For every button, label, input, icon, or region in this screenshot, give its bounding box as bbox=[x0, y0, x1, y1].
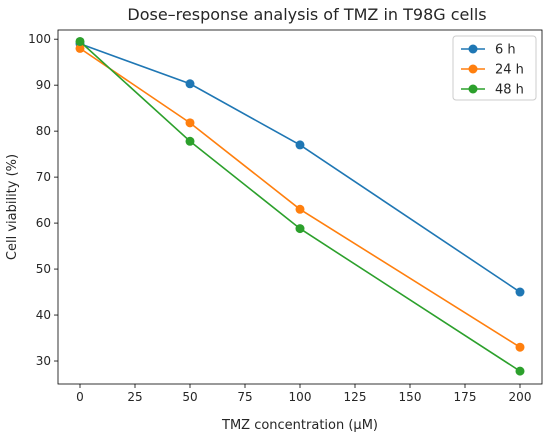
legend-label: 24 h bbox=[495, 63, 524, 78]
data-point bbox=[515, 342, 525, 352]
x-tick-label: 50 bbox=[182, 390, 197, 404]
y-tick-label: 80 bbox=[36, 124, 51, 138]
data-point bbox=[185, 79, 195, 89]
series-48-h bbox=[75, 36, 525, 376]
data-point bbox=[295, 140, 305, 150]
data-point bbox=[75, 36, 85, 46]
x-tick-label: 125 bbox=[344, 390, 367, 404]
series-24-h bbox=[75, 43, 525, 352]
legend-item: 6 h bbox=[461, 43, 516, 58]
legend: 6 h 24 h 48 h bbox=[452, 35, 537, 101]
legend-item: 24 h bbox=[461, 63, 524, 78]
data-point bbox=[295, 224, 305, 234]
y-tick-label: 90 bbox=[36, 78, 51, 92]
data-point bbox=[515, 287, 525, 297]
y-tick-label: 60 bbox=[36, 216, 51, 230]
x-tick-label: 200 bbox=[509, 390, 532, 404]
y-tick-label: 70 bbox=[36, 170, 51, 184]
y-tick-label: 30 bbox=[36, 354, 51, 368]
x-tick-label: 25 bbox=[127, 390, 142, 404]
data-point bbox=[75, 43, 85, 53]
legend-item: 48 h bbox=[461, 83, 524, 98]
y-tick-label: 100 bbox=[28, 32, 51, 46]
legend-swatch-marker bbox=[468, 64, 478, 74]
legend-swatch-marker bbox=[468, 84, 478, 94]
series-line bbox=[79, 40, 521, 372]
y-tick-label: 50 bbox=[36, 262, 51, 276]
x-tick-label: 150 bbox=[399, 390, 422, 404]
y-axis: 30 40 50 60 70 80 90 100 bbox=[28, 32, 58, 368]
data-point bbox=[515, 366, 525, 376]
x-axis-label: TMZ concentration (μM) bbox=[221, 418, 378, 433]
y-tick-label: 40 bbox=[36, 308, 51, 322]
legend-label: 48 h bbox=[495, 83, 524, 98]
x-axis: 0 25 50 75 100 125 150 175 200 bbox=[76, 384, 531, 404]
series-layer bbox=[75, 36, 525, 376]
data-point bbox=[185, 136, 195, 146]
legend-label: 6 h bbox=[495, 43, 516, 58]
data-point bbox=[295, 204, 305, 214]
x-tick-label: 75 bbox=[237, 390, 252, 404]
legend-swatch-marker bbox=[468, 44, 478, 54]
data-point bbox=[185, 118, 195, 128]
y-axis-label: Cell viability (%) bbox=[5, 154, 20, 260]
series-line bbox=[79, 47, 521, 348]
chart-title: Dose–response analysis of TMZ in T98G ce… bbox=[127, 5, 486, 24]
x-tick-label: 0 bbox=[76, 390, 84, 404]
series-line bbox=[79, 43, 521, 293]
x-tick-label: 175 bbox=[454, 390, 477, 404]
x-tick-label: 100 bbox=[289, 390, 312, 404]
